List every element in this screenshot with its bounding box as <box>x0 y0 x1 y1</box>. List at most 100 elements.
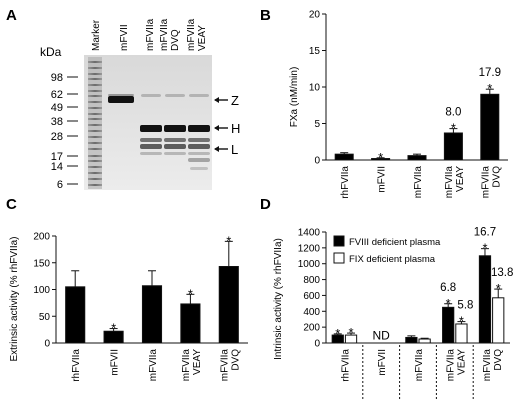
protein-band <box>164 152 186 155</box>
marker-band <box>88 184 102 186</box>
protein-band <box>188 144 210 149</box>
bar <box>405 336 418 344</box>
x-category-label: rhFVIIa <box>71 349 82 382</box>
x-category-label: mFVIIa <box>413 166 424 199</box>
marker-band <box>88 78 102 80</box>
band-label: H <box>231 121 240 136</box>
x-category-label: mFVII <box>377 166 388 193</box>
size-label: 17 <box>51 151 63 163</box>
panel-c-letter: C <box>6 196 17 213</box>
significance-star: * <box>348 325 353 340</box>
size-label: 14 <box>51 161 63 173</box>
bar <box>407 155 427 161</box>
value-label: 6.8 <box>440 282 456 294</box>
protein-band <box>188 152 210 155</box>
value-label: 17.9 <box>479 67 501 79</box>
significance-star: * <box>335 326 340 341</box>
panel-d: D Intrinsic activity (% rhFVIIa) 0 200 400… <box>260 196 513 400</box>
protein-band <box>140 138 162 142</box>
x-category-label: VEAY <box>456 349 467 375</box>
marker-band <box>88 178 102 180</box>
x-category-label: mFVIIa <box>480 166 491 199</box>
protein-band <box>164 138 186 142</box>
y-tick-label: 50 <box>39 312 51 323</box>
gel-band-labels: ZHL <box>214 93 240 157</box>
size-label: 38 <box>51 116 63 128</box>
value-label: 5.8 <box>457 300 473 312</box>
panel-b-ylabel: FXa (nM/min) <box>289 67 300 128</box>
x-category-label: mFVIIa <box>414 349 425 382</box>
band-arrow-head <box>214 97 219 103</box>
y-tick-label: 800 <box>303 275 320 286</box>
protein-band <box>188 158 210 162</box>
significance-star: * <box>482 241 487 256</box>
protein-band <box>140 125 162 132</box>
panel-c: C Extrinsic activity (% rhFVIIa) 0 50 100 1… <box>6 196 248 382</box>
protein-band <box>189 94 209 97</box>
x-category-label: mFVIIa <box>219 349 230 382</box>
x-category-label: mFVIIa <box>445 349 456 382</box>
legend-label: FIX deficient plasma <box>349 254 436 265</box>
significance-star: * <box>451 121 456 136</box>
band-label: L <box>231 142 238 157</box>
y-tick-label: 0 <box>314 156 320 167</box>
marker-band <box>88 90 102 92</box>
x-category-label: DVQ <box>491 166 502 188</box>
value-label: 16.7 <box>474 227 496 239</box>
lane-label: mFVIIa <box>145 18 156 51</box>
x-category-label: rhFVIIa <box>340 349 351 382</box>
size-label: 62 <box>51 89 63 101</box>
bar <box>442 306 455 344</box>
y-tick-label: 0 <box>314 339 320 350</box>
lane-label-line: mFVIIa <box>145 18 156 51</box>
lane-label: mFVIIa VEAY <box>186 18 208 51</box>
bar <box>65 286 86 344</box>
significance-star: * <box>111 321 116 336</box>
protein-band <box>140 152 162 155</box>
lane-label: Marker <box>91 19 102 51</box>
bar <box>418 338 431 344</box>
lane-label-line: mFVII <box>119 24 130 51</box>
legend: FVIII deficient plasma FIX deficient plas… <box>333 235 441 265</box>
y-tick-label: 600 <box>303 291 320 302</box>
y-tick-label: 200 <box>303 323 320 334</box>
legend-label: FVIII deficient plasma <box>349 237 441 248</box>
lane-label-line: mFVIIa <box>159 18 170 51</box>
significance-star: * <box>496 281 501 296</box>
marker-band <box>88 73 102 75</box>
kda-label: kDa <box>40 45 62 59</box>
size-label: 28 <box>51 131 63 143</box>
x-category-label: rhFVIIa <box>340 166 351 199</box>
size-label: 49 <box>51 102 63 114</box>
y-tick-label: 20 <box>309 10 321 21</box>
x-category-label: VEAY <box>455 166 466 192</box>
y-tick-label: 1200 <box>298 243 321 254</box>
bar <box>480 93 500 161</box>
lane-label-line: DVQ <box>170 29 181 51</box>
protein-band <box>164 125 186 132</box>
bar <box>492 297 505 344</box>
marker-band <box>88 101 102 103</box>
lane-label: mFVII <box>119 24 130 51</box>
marker-band <box>88 142 102 144</box>
marker-band <box>88 113 102 115</box>
panel-a-letter: A <box>6 7 17 24</box>
protein-band <box>108 94 134 96</box>
panel-a: A kDa Marker mFVII mFVIIa mFVIIa DVQ mFVIIa VE… <box>6 7 240 191</box>
marker-band <box>88 160 102 162</box>
protein-band <box>164 144 186 149</box>
protein-band <box>165 94 185 97</box>
x-category-label: mFVII <box>377 349 388 376</box>
lane-label-line: mFVIIa <box>186 18 197 51</box>
protein-band <box>188 138 210 142</box>
panel-d-letter: D <box>260 196 271 213</box>
size-label: 6 <box>57 179 63 191</box>
value-label: 13.8 <box>491 267 513 279</box>
y-tick-label: 200 <box>33 232 50 243</box>
protein-band <box>140 144 162 149</box>
y-tick-label: 1400 <box>298 228 321 239</box>
marker-band <box>88 84 102 86</box>
